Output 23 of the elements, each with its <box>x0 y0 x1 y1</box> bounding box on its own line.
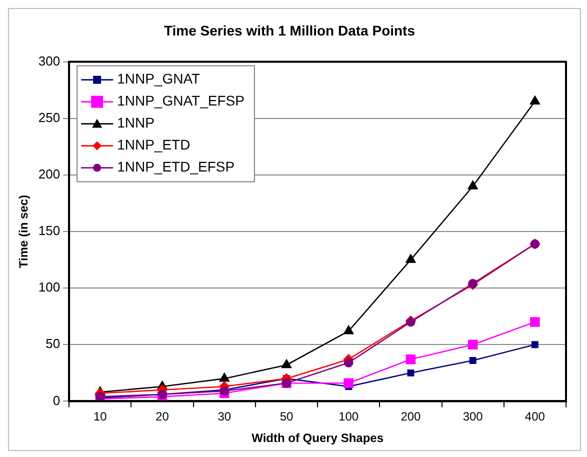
x-tick-label: 50 <box>280 410 294 424</box>
chart-title: Time Series with 1 Million Data Points <box>164 22 416 38</box>
legend-label: 1NNP_ETD_EFSP <box>117 158 235 175</box>
x-tick-label: 20 <box>156 410 170 424</box>
x-tick-label: 10 <box>93 410 108 424</box>
legend-label: 1NNP <box>117 114 154 131</box>
y-tick-label: 150 <box>38 223 60 238</box>
y-tick-label: 100 <box>38 280 60 295</box>
y-tick-label: 300 <box>38 53 60 68</box>
x-tick-label: 200 <box>400 410 422 424</box>
legend-label: 1NNP_ETD <box>117 136 190 153</box>
y-axis-title: Time (in sec) <box>16 194 31 268</box>
legend-label: 1NNP_GNAT <box>117 70 201 87</box>
y-tick-label: 250 <box>38 110 60 125</box>
x-tick-label: 30 <box>218 410 232 424</box>
y-tick-label: 50 <box>46 336 60 352</box>
x-tick-label: 100 <box>338 410 359 424</box>
x-tick-label: 400 <box>524 410 546 424</box>
legend-label: 1NNP_GNAT_EFSP <box>117 92 244 109</box>
x-tick-label: 300 <box>462 410 484 424</box>
y-tick-label: 200 <box>38 166 60 182</box>
x-axis-title: Width of Query Shapes <box>252 431 384 446</box>
y-tick-label: 0 <box>52 392 60 408</box>
